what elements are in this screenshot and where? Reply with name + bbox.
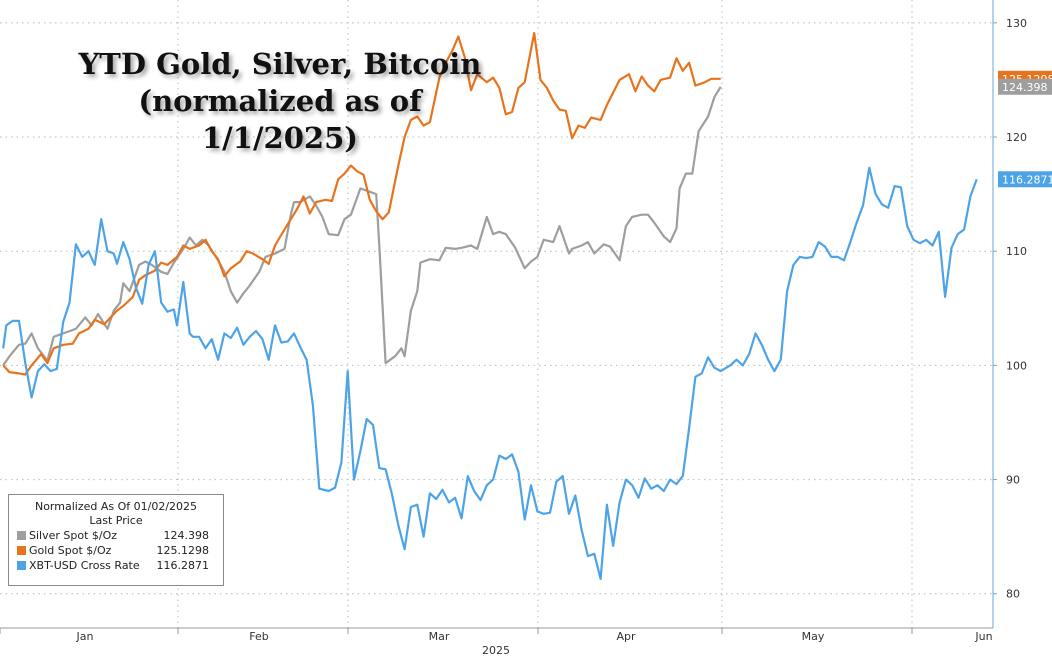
last-price-badge-bg-bitcoin	[998, 171, 1052, 188]
legend-header: Normalized As Of 01/02/2025	[34, 500, 198, 513]
x-axis: 2025 Jan Feb Mar Apr May Jun	[0, 627, 993, 657]
legend-label-gold: Gold Spot $/Oz	[29, 544, 112, 557]
title-line-1: YTD Gold, Silver, Bitcoin	[78, 47, 482, 81]
last-price-badge-label-silver: 124.398	[1002, 81, 1048, 94]
y-axis: 80 90 100 110 120 130	[992, 0, 1027, 628]
x-tick-label-apr: Apr	[616, 630, 636, 643]
series-line-silver	[2, 86, 722, 367]
legend-swatch-gold	[17, 546, 26, 555]
legend: Normalized As Of 01/02/2025 Last Price S…	[8, 494, 224, 586]
legend-item-gold: Gold Spot $/Oz 125.1298	[9, 543, 223, 558]
y-tick-label-120: 120	[1006, 131, 1027, 144]
x-tick-label-mar: Mar	[429, 630, 450, 643]
legend-item-bitcoin: XBT-USD Cross Rate 116.2871	[9, 558, 223, 573]
legend-swatch-bitcoin	[17, 561, 26, 570]
y-tick-label-100: 100	[1006, 359, 1027, 372]
legend-swatch-silver	[17, 531, 26, 540]
x-tick-label-may: May	[802, 630, 825, 643]
series-line-gold	[2, 32, 721, 376]
y-tick-label-90: 90	[1006, 474, 1020, 487]
last-price-badge-label-bitcoin: 116.2871	[1002, 173, 1052, 186]
last-price-badge-bg-silver	[998, 78, 1052, 95]
legend-label-silver: Silver Spot $/Oz	[29, 529, 118, 542]
last-price-badge-bitcoin: 116.2871	[998, 171, 1052, 188]
last-price-badge-silver: 124.398	[998, 78, 1052, 95]
series-line-bitcoin	[2, 166, 978, 580]
series-lines	[2, 32, 978, 580]
y-tick-label-80: 80	[1006, 588, 1020, 601]
title-line-2: (normalized as of 1/1/2025)	[138, 84, 422, 155]
x-tick-label-jan: Jan	[76, 630, 94, 643]
x-tick-label-jun: Jun	[974, 630, 992, 643]
y-tick-label-110: 110	[1006, 245, 1027, 258]
x-axis-label: 2025	[482, 644, 510, 657]
y-tick-label-130: 130	[1006, 17, 1027, 30]
chart-title: YTD Gold, Silver, Bitcoin (normalized as…	[60, 46, 500, 157]
legend-value-bitcoin: 116.2871	[156, 559, 210, 572]
legend-value-gold: 125.1298	[156, 544, 210, 557]
legend-subheader: Last Price	[89, 514, 143, 527]
legend-item-silver: Silver Spot $/Oz 124.398	[9, 528, 223, 543]
x-tick-label-feb: Feb	[249, 630, 268, 643]
legend-value-silver: 124.398	[163, 529, 210, 542]
legend-label-bitcoin: XBT-USD Cross Rate	[29, 559, 140, 572]
